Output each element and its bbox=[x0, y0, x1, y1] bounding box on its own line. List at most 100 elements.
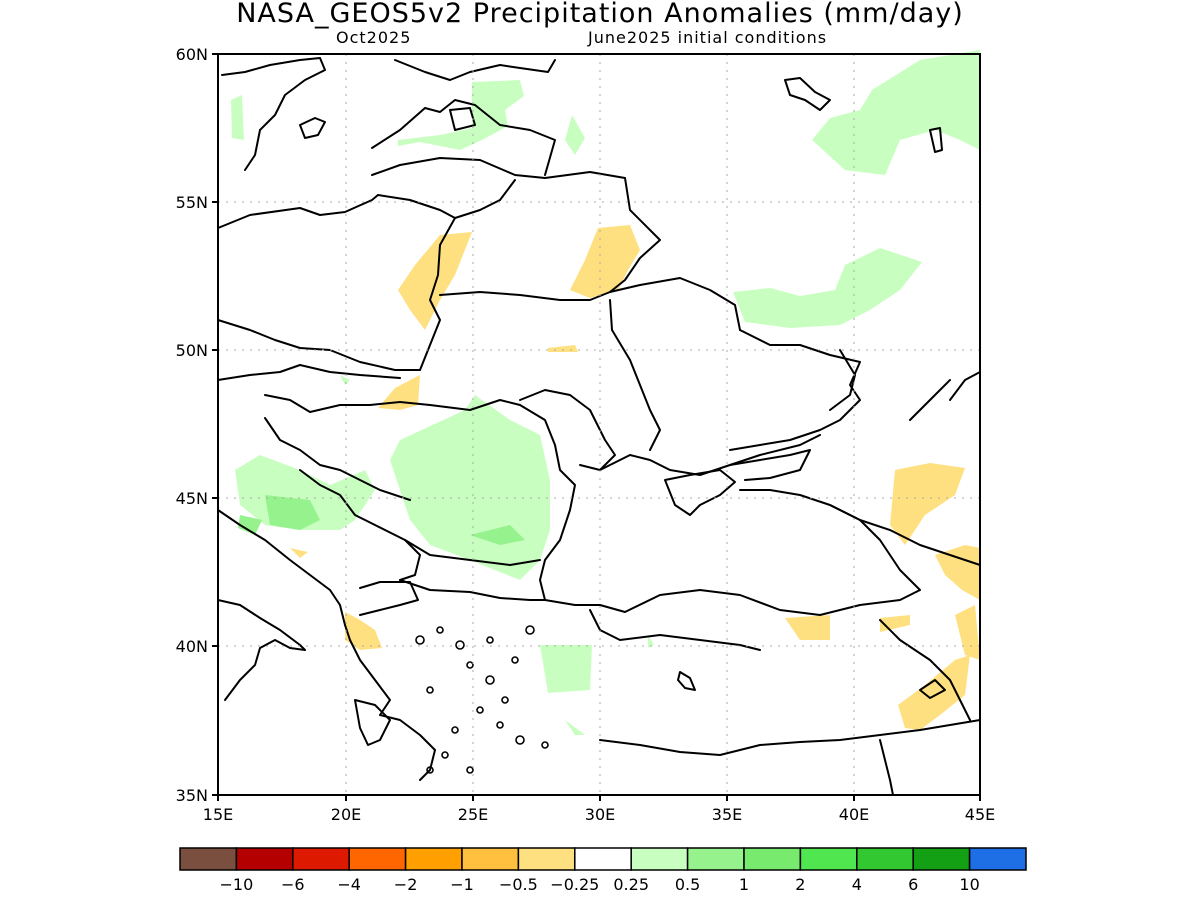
italy-heel bbox=[217, 599, 306, 701]
bulgaria-south-border bbox=[399, 579, 546, 601]
colorbar-swatch bbox=[179, 847, 238, 871]
colorbar-swatch bbox=[235, 847, 294, 871]
bulgaria-romania-danube bbox=[404, 539, 541, 566]
colorbar-label: 0.5 bbox=[675, 875, 700, 894]
romania-ukraine-border bbox=[429, 399, 576, 511]
lon-label: 25E bbox=[458, 805, 488, 824]
wet-patch-serbia bbox=[265, 495, 320, 530]
lat-label: 35N bbox=[176, 786, 208, 805]
moldova bbox=[519, 389, 616, 471]
wet-patch-lithuania bbox=[565, 115, 585, 155]
colorbar-label: 1 bbox=[739, 875, 749, 894]
initial-conditions-label: June2025 initial conditions bbox=[588, 28, 828, 47]
anomaly-shading bbox=[231, 50, 980, 735]
dry-patch-turkey-north bbox=[785, 615, 830, 640]
finland-coast bbox=[394, 59, 556, 81]
volga-delta bbox=[909, 379, 951, 421]
colorbar-swatch bbox=[968, 847, 1027, 871]
dry-patch-poland-belarus bbox=[398, 232, 472, 330]
balkans-serbia bbox=[299, 469, 421, 581]
dry-patch-albania bbox=[345, 612, 382, 650]
wet-patch-bosnia bbox=[238, 515, 262, 535]
lat-label: 60N bbox=[176, 45, 208, 64]
greece-north-border bbox=[359, 581, 419, 616]
poland-north-coast bbox=[217, 194, 379, 229]
lake-van bbox=[919, 679, 946, 699]
colorbar-swatch bbox=[799, 847, 858, 871]
colorbar-label: −0.5 bbox=[499, 875, 538, 894]
lon-label: 20E bbox=[331, 805, 361, 824]
wet-patch-poland bbox=[231, 95, 244, 140]
latitude-labels: 60N 55N 50N 45N 40N 35N bbox=[176, 45, 208, 805]
lat-label: 55N bbox=[176, 193, 208, 212]
poland-belarus-border bbox=[419, 217, 456, 371]
crimea bbox=[664, 469, 736, 516]
colorbar-label: −4 bbox=[337, 875, 361, 894]
colorbar-label: 6 bbox=[908, 875, 918, 894]
wet-anomaly-mid bbox=[238, 495, 525, 545]
gotland-island bbox=[299, 117, 326, 139]
lat-label: 40N bbox=[176, 637, 208, 656]
caucasus-coast bbox=[829, 504, 981, 566]
dry-patch-russia-bryansk bbox=[570, 225, 640, 298]
wet-patch-bulgaria bbox=[470, 525, 525, 545]
colorbar-swatch bbox=[630, 847, 689, 871]
don-river bbox=[829, 349, 856, 411]
gulf-of-riga bbox=[449, 107, 476, 131]
wet-patch-russia-north bbox=[812, 50, 980, 175]
dnieper-river bbox=[609, 299, 661, 451]
belarus-ukraine-border bbox=[439, 277, 741, 331]
sea-of-azov bbox=[729, 449, 811, 481]
colorbar-swatch bbox=[404, 847, 463, 871]
colorbar-label: 0.25 bbox=[613, 875, 649, 894]
dry-patch-caspian bbox=[935, 545, 980, 600]
colorbar-label: −2 bbox=[394, 875, 418, 894]
lon-label: 30E bbox=[585, 805, 615, 824]
dry-patch-armenia bbox=[955, 605, 980, 660]
colorbar-label: −0.25 bbox=[550, 875, 599, 894]
colorbar-swatch bbox=[912, 847, 971, 871]
scandinavia-coast bbox=[221, 57, 326, 171]
colorbar-label: −1 bbox=[450, 875, 474, 894]
lon-label: 35E bbox=[712, 805, 742, 824]
dry-patch-caucasus-north bbox=[890, 463, 965, 545]
latvia-lithuania-border bbox=[371, 157, 626, 179]
lon-label: 40E bbox=[839, 805, 869, 824]
lon-label: 45E bbox=[965, 805, 995, 824]
longitude-labels: 15E 20E 25E 30E 35E 40E 45E bbox=[203, 805, 995, 824]
colorbar-label: −10 bbox=[220, 875, 254, 894]
aegean-islands bbox=[415, 625, 549, 774]
colorbar-label: 2 bbox=[795, 875, 805, 894]
colorbar: −10 −6 −4 −2 −1 −0.5 −0.25 0.25 0.5 1 2 4 6 10 bbox=[179, 847, 1027, 894]
colorbar-label: −6 bbox=[281, 875, 305, 894]
black-sea-coast bbox=[539, 489, 921, 616]
hungary-romania-border bbox=[264, 417, 411, 501]
turkey-south-border bbox=[599, 719, 981, 756]
austria-hungary-border bbox=[264, 394, 431, 413]
colorbar-swatch bbox=[292, 847, 350, 871]
lake-ladoga bbox=[784, 77, 831, 111]
dry-patch-adriatic bbox=[290, 548, 308, 558]
estonia-latvia-border bbox=[371, 99, 556, 176]
lake-tuz bbox=[677, 671, 696, 691]
ukraine-black-sea-coast bbox=[599, 434, 821, 476]
russia-ukraine-border bbox=[729, 329, 861, 451]
graticule bbox=[218, 54, 980, 795]
wet-patch-balkans-danube bbox=[390, 395, 550, 580]
lithuania-belarus-border bbox=[377, 179, 516, 219]
colorbar-swatch bbox=[574, 847, 632, 871]
colorbar-label: 10 bbox=[959, 875, 979, 894]
lon-label: 15E bbox=[203, 805, 233, 824]
peloponnese bbox=[354, 699, 391, 746]
wet-patch-baltic bbox=[398, 80, 524, 150]
wet-patch-russia-central bbox=[733, 248, 922, 328]
forecast-month: Oct2025 bbox=[336, 28, 412, 47]
turkey-east-border bbox=[879, 619, 971, 721]
dry-patch-turkey-east bbox=[898, 655, 970, 730]
slovakia-hungary-border bbox=[217, 364, 401, 381]
colorbar-swatch bbox=[348, 847, 407, 871]
czech-slovakia-borders bbox=[217, 319, 421, 371]
turkey-coast bbox=[589, 609, 761, 651]
syria-iraq-border bbox=[879, 739, 894, 796]
